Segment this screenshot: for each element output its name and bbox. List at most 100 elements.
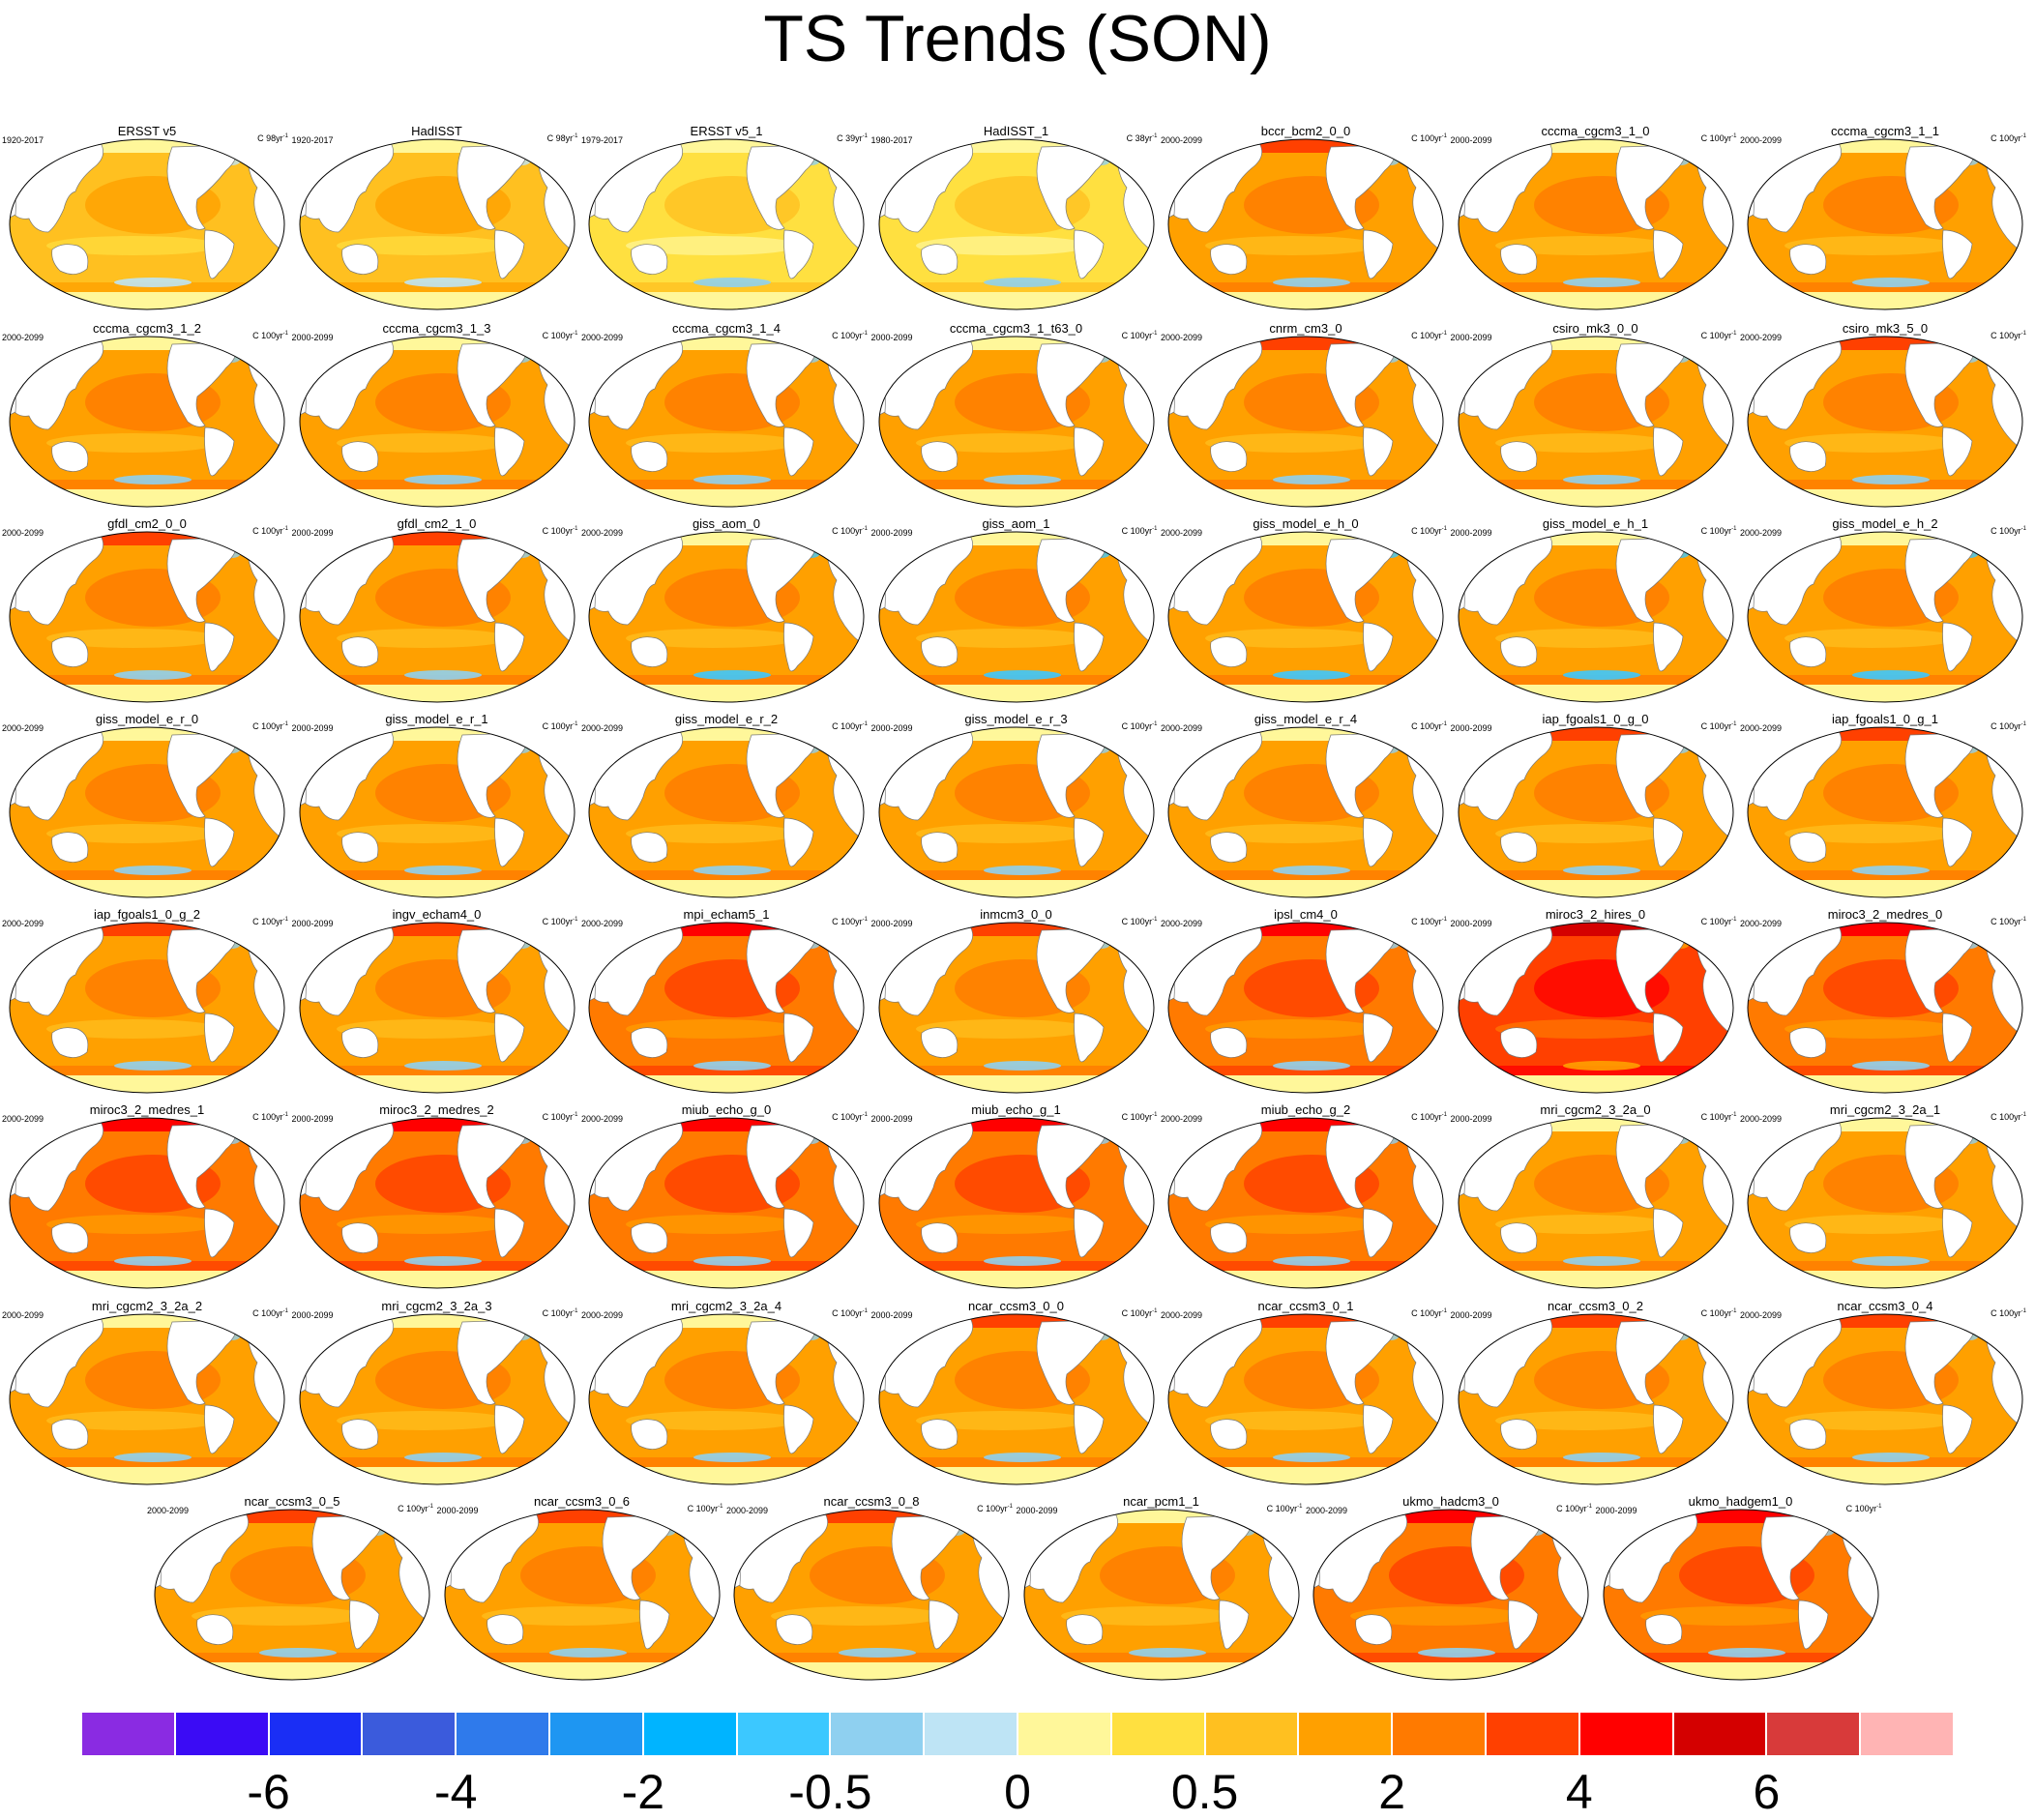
map-border xyxy=(1747,726,2023,898)
tropical-band xyxy=(1494,1019,1669,1039)
map-svg xyxy=(299,726,575,898)
map-panel: giss_model_e_r_2 2000-2099 C 100yr-1 xyxy=(581,712,871,903)
panel-title: giss_aom_0 xyxy=(692,516,761,531)
panel-title: ERSST v5_1 xyxy=(690,124,763,138)
australia-landmass xyxy=(1499,1027,1537,1058)
map-border xyxy=(9,336,285,508)
panel-period: 2000-2099 xyxy=(291,333,334,342)
panel-period: 2000-2099 xyxy=(1161,723,1203,733)
colorbar-box xyxy=(924,1712,1018,1756)
units-prefix: C xyxy=(832,721,839,731)
north-america-landmass xyxy=(166,732,238,818)
map-panel: ncar_ccsm3_0_6 2000-2099 C 100yr-1 xyxy=(437,1494,727,1686)
antarctic-band xyxy=(1748,292,2022,309)
panel-title: giss_model_e_r_1 xyxy=(385,712,488,726)
south-america-landmass xyxy=(1073,1404,1104,1454)
panel-title: gfdl_cm2_1_0 xyxy=(397,516,477,531)
units-prefix: C xyxy=(1991,1112,1997,1122)
antarctic-band xyxy=(1168,880,1443,897)
map-svg xyxy=(878,1313,1154,1485)
tropical-band xyxy=(1784,1019,1959,1039)
tropical-band xyxy=(1060,1606,1235,1626)
australia-landmass xyxy=(340,1027,378,1058)
southern-ocean-band xyxy=(1168,480,1443,489)
tropical-band xyxy=(1494,1411,1669,1430)
southern-ocean-band xyxy=(299,1261,575,1271)
panel-period: 2000-2099 xyxy=(1450,135,1492,145)
antarctic-band xyxy=(1168,1467,1443,1484)
units-value: 100yr xyxy=(1420,133,1442,143)
panel-units: C 100yr-1 xyxy=(1411,1308,1447,1318)
tropical-band xyxy=(1494,824,1669,843)
units-prefix: C xyxy=(398,1504,404,1513)
map-svg xyxy=(154,1509,430,1681)
units-prefix: C xyxy=(1700,1308,1708,1318)
units-value: 100yr xyxy=(841,917,863,926)
north-america-landmass xyxy=(166,144,238,230)
australia-landmass xyxy=(1499,832,1537,863)
panel-period: 1979-2017 xyxy=(581,135,624,145)
map-svg xyxy=(1167,1117,1444,1289)
map-border xyxy=(588,922,865,1094)
panel-units: C 100yr-1 xyxy=(1991,331,2026,340)
australia-landmass xyxy=(1210,244,1248,275)
map-border xyxy=(9,726,285,898)
panel-title: giss_model_e_r_3 xyxy=(964,712,1068,726)
south-america-landmass xyxy=(1652,817,1683,867)
map-panel: ncar_pcm1_1 2000-2099 C 100yr-1 xyxy=(1017,1494,1307,1686)
southern-ocean-band xyxy=(1168,282,1443,292)
panel-period: 2000-2099 xyxy=(1161,135,1203,145)
africa-west-edge xyxy=(1458,175,1465,220)
panel-period: 2000-2099 xyxy=(2,723,44,733)
tropical-band xyxy=(915,1411,1090,1430)
map-svg xyxy=(878,1117,1154,1289)
panel-period: 2000-2099 xyxy=(1740,528,1783,538)
north-america-landmass xyxy=(746,144,817,230)
panel-period: 2000-2099 xyxy=(147,1506,190,1515)
north-america-landmass xyxy=(457,341,527,427)
panel-period: 2000-2099 xyxy=(1161,1310,1203,1320)
tropical-band xyxy=(626,1215,800,1234)
map-border xyxy=(878,1313,1154,1485)
antarctic-band xyxy=(1168,292,1443,309)
panel-period: 2000-2099 xyxy=(1450,333,1492,342)
south-america-landmass xyxy=(1363,229,1394,279)
colorbar-box xyxy=(1298,1712,1393,1756)
colorbar-tick-label: -6 xyxy=(247,1765,290,1819)
australia-landmass xyxy=(631,244,668,275)
panel-units: C 100yr-1 xyxy=(1991,1112,2026,1122)
units-value: 100yr xyxy=(1709,331,1732,340)
antarctic-band xyxy=(299,292,575,309)
antarctic-band xyxy=(589,1467,864,1484)
south-america-landmass xyxy=(493,622,524,672)
colorbar-box xyxy=(1486,1712,1579,1756)
panel-units: C 100yr-1 xyxy=(1700,1308,1737,1318)
panel-title: ncar_ccsm3_0_0 xyxy=(968,1299,1064,1313)
map-svg xyxy=(9,922,285,1094)
panel-title: bccr_bcm2_0_0 xyxy=(1260,124,1351,138)
antarctic-band xyxy=(299,880,575,897)
southern-ocean-band xyxy=(1458,1261,1733,1271)
africa-west-edge xyxy=(878,1350,886,1394)
panel-period: 1980-2017 xyxy=(870,135,913,145)
australia-landmass xyxy=(1644,1614,1682,1645)
panel-title: ncar_ccsm3_0_5 xyxy=(244,1494,340,1509)
colorbar-tick-label: 2 xyxy=(1378,1765,1406,1819)
north-america-landmass xyxy=(1615,927,1686,1013)
map-border xyxy=(299,1117,575,1289)
map-panel-grid: ERSST v5 1920-2017 C 98yr-1 HadISST 1920-201… xyxy=(2,124,2026,1686)
antarctic-band xyxy=(589,489,864,507)
north-america-landmass xyxy=(1036,1123,1106,1209)
north-america-landmass xyxy=(166,927,238,1013)
units-value: 100yr xyxy=(1420,526,1442,536)
map-svg xyxy=(588,726,865,898)
panel-period: 2000-2099 xyxy=(2,528,44,538)
north-america-landmass xyxy=(1325,537,1397,623)
panel-period: 2000-2099 xyxy=(1740,723,1783,733)
map-border xyxy=(299,138,575,310)
australia-landmass xyxy=(340,832,378,863)
southern-cool-patch xyxy=(1562,1061,1640,1071)
africa-west-edge xyxy=(1748,958,1755,1003)
map-panel: miub_echo_g_0 2000-2099 C 100yr-1 xyxy=(581,1102,871,1294)
southern-ocean-band xyxy=(299,870,575,880)
